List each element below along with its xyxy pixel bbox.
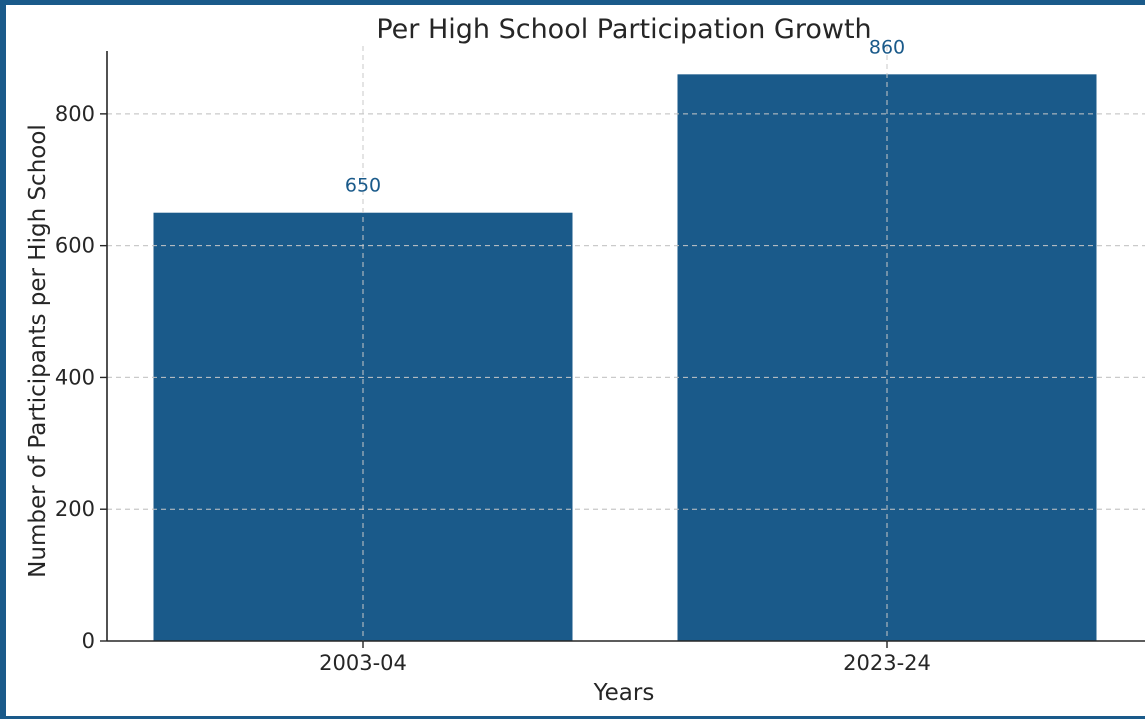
chart-frame: 0 200 400 600 800 2003-04 2023-24 650 860 Per … bbox=[6, 5, 1145, 716]
data-labels: 650 860 bbox=[345, 36, 905, 196]
bar-chart: 0 200 400 600 800 2003-04 2023-24 650 860 Per … bbox=[25, 14, 1145, 706]
bars bbox=[107, 46, 1145, 642]
data-label: 650 bbox=[345, 175, 381, 197]
y-tick-label: 0 bbox=[82, 629, 95, 653]
bar-2023-24 bbox=[677, 74, 1097, 642]
x-axis-label: Years bbox=[593, 680, 655, 706]
y-tick-label: 400 bbox=[55, 365, 95, 389]
x-tick-label: 2003-04 bbox=[319, 651, 407, 675]
y-ticks: 0 200 400 600 800 bbox=[55, 102, 107, 653]
axes bbox=[106, 51, 1145, 642]
y-tick-label: 600 bbox=[55, 234, 95, 258]
x-tick-label: 2023-24 bbox=[843, 651, 931, 675]
chart-title: Per High School Participation Growth bbox=[376, 14, 871, 45]
x-ticks: 2003-04 2023-24 bbox=[319, 641, 931, 675]
data-label: 860 bbox=[869, 36, 905, 58]
y-tick-label: 200 bbox=[55, 497, 95, 521]
y-axis-label: Number of Participants per High School bbox=[25, 124, 51, 578]
y-tick-label: 800 bbox=[55, 102, 95, 126]
